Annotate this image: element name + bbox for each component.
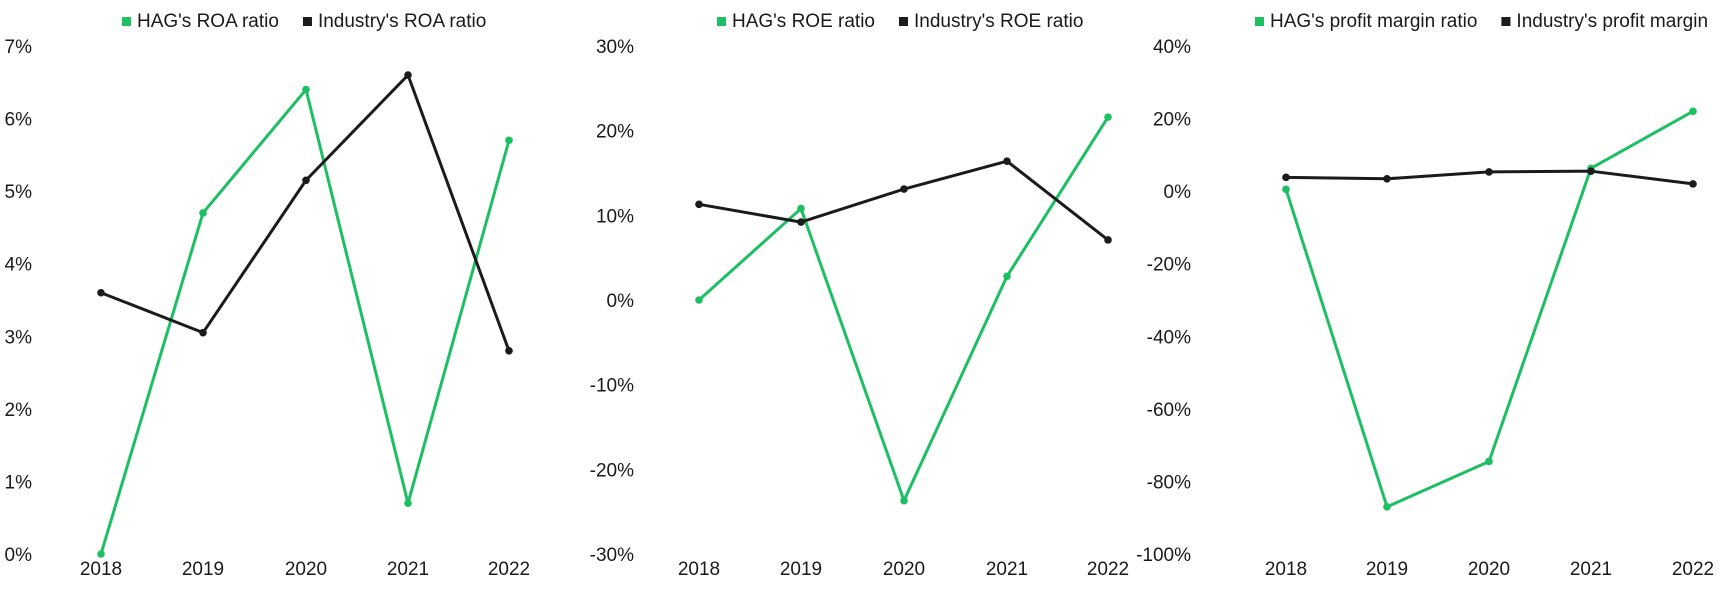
legend-marker: [302, 17, 312, 26]
legend-label: HAG's profit margin ratio: [1270, 11, 1477, 32]
x-tick-label: 2018: [1265, 559, 1307, 580]
legend-label: HAG's ROE ratio: [732, 11, 875, 32]
x-tick-label: 2020: [285, 559, 327, 580]
x-tick-label: 2019: [1366, 559, 1408, 580]
y-tick-label: -20%: [590, 460, 634, 481]
data-point: [695, 200, 703, 209]
y-tick-label: 5%: [5, 182, 33, 203]
y-tick-label: 30%: [596, 37, 634, 58]
data-point: [1003, 157, 1011, 165]
data-point: [797, 218, 805, 226]
legend-label: Industry's profit margin: [1516, 11, 1708, 32]
y-tick-label: -80%: [1147, 472, 1191, 493]
y-tick-label: -60%: [1147, 400, 1191, 421]
x-tick-label: 2022: [488, 559, 530, 580]
x-tick-label: 2020: [1468, 559, 1510, 580]
data-point: [1689, 180, 1697, 188]
legend-label: Industry's ROE ratio: [914, 11, 1083, 32]
y-tick-label: 20%: [596, 122, 634, 143]
data-point: [505, 136, 513, 145]
legend-label: Industry's ROA ratio: [318, 11, 486, 32]
x-tick-label: 2021: [1570, 559, 1612, 580]
chart-panel-1: 0% 1% 2% 3% 4% 5% 6% 7% 2018 2019 2020 2021 2022 HAG'…: [5, 11, 531, 580]
data-point: [97, 288, 105, 297]
legend: HAG's profit margin ratio Industry's prof…: [1255, 11, 1708, 32]
chart-panel-2: -30% -20% -10% 0% 10% 20% 30% 2018 2019 2020 2021 2…: [590, 11, 1130, 580]
chart-panel-3: -100% -80% -60% -40% -20% 0% 20% 40% 2018 2019 202…: [1136, 11, 1714, 580]
data-point: [404, 499, 412, 508]
data-point: [1383, 503, 1391, 511]
y-tick-label: 40%: [1153, 37, 1191, 58]
data-point: [1587, 167, 1595, 175]
data-point: [1485, 168, 1493, 176]
data-point: [199, 209, 207, 217]
y-tick-label: 0%: [607, 291, 635, 312]
data-point: [97, 550, 105, 558]
y-tick-label: 10%: [596, 206, 634, 227]
data-point: [1282, 185, 1290, 194]
data-point: [797, 204, 805, 213]
data-point: [505, 347, 513, 355]
legend-marker: [122, 17, 131, 26]
y-tick-label: 0%: [5, 545, 33, 566]
data-point: [302, 85, 310, 94]
data-point: [1383, 175, 1391, 183]
data-point: [1003, 272, 1011, 281]
data-point: [1104, 113, 1112, 121]
y-tick-label: 20%: [1153, 110, 1191, 131]
data-point: [900, 496, 908, 505]
y-tick-label: -20%: [1147, 255, 1191, 276]
y-tick-label: -30%: [590, 545, 634, 566]
x-tick-label: 2018: [80, 559, 122, 580]
y-tick-label: 7%: [5, 37, 33, 58]
data-point: [695, 296, 703, 304]
y-tick-label: 0%: [1164, 182, 1192, 203]
x-tick-label: 2022: [1672, 559, 1714, 580]
series-line-hag: [697, 116, 1110, 503]
legend-marker: [899, 17, 908, 26]
data-point: [404, 71, 412, 79]
data-point: [900, 185, 908, 193]
y-tick-label: 2%: [5, 400, 33, 421]
y-tick-label: 1%: [5, 472, 33, 493]
data-point: [199, 328, 207, 337]
data-point: [1104, 236, 1112, 244]
x-tick-label: 2018: [678, 559, 720, 580]
y-tick-label: -10%: [590, 376, 634, 397]
y-tick-label: 6%: [5, 110, 33, 131]
series-line-industry: [698, 159, 1109, 242]
data-point: [302, 176, 310, 185]
legend: HAG's ROA ratio Industry's ROA ratio: [122, 11, 486, 32]
x-tick-label: 2019: [182, 559, 224, 580]
x-tick-label: 2019: [780, 559, 822, 580]
y-tick-label: -100%: [1136, 545, 1191, 566]
x-tick-label: 2021: [387, 559, 429, 580]
legend-marker: [717, 17, 726, 26]
x-tick-label: 2021: [986, 559, 1028, 580]
legend-marker: [1501, 17, 1511, 26]
y-tick-label: 3%: [5, 327, 33, 348]
data-point: [1689, 107, 1697, 116]
y-tick-label: -40%: [1147, 327, 1191, 348]
legend-label: HAG's ROA ratio: [137, 11, 279, 32]
legend: HAG's ROE ratio Industry's ROE ratio: [717, 11, 1083, 32]
data-point: [1485, 457, 1493, 466]
y-tick-label: 4%: [5, 255, 33, 276]
series-line-industry: [100, 73, 511, 352]
x-tick-label: 2022: [1087, 559, 1129, 580]
legend-marker: [1255, 17, 1264, 26]
data-point: [1282, 173, 1290, 182]
x-tick-label: 2020: [883, 559, 925, 580]
series-line-hag: [99, 88, 511, 555]
